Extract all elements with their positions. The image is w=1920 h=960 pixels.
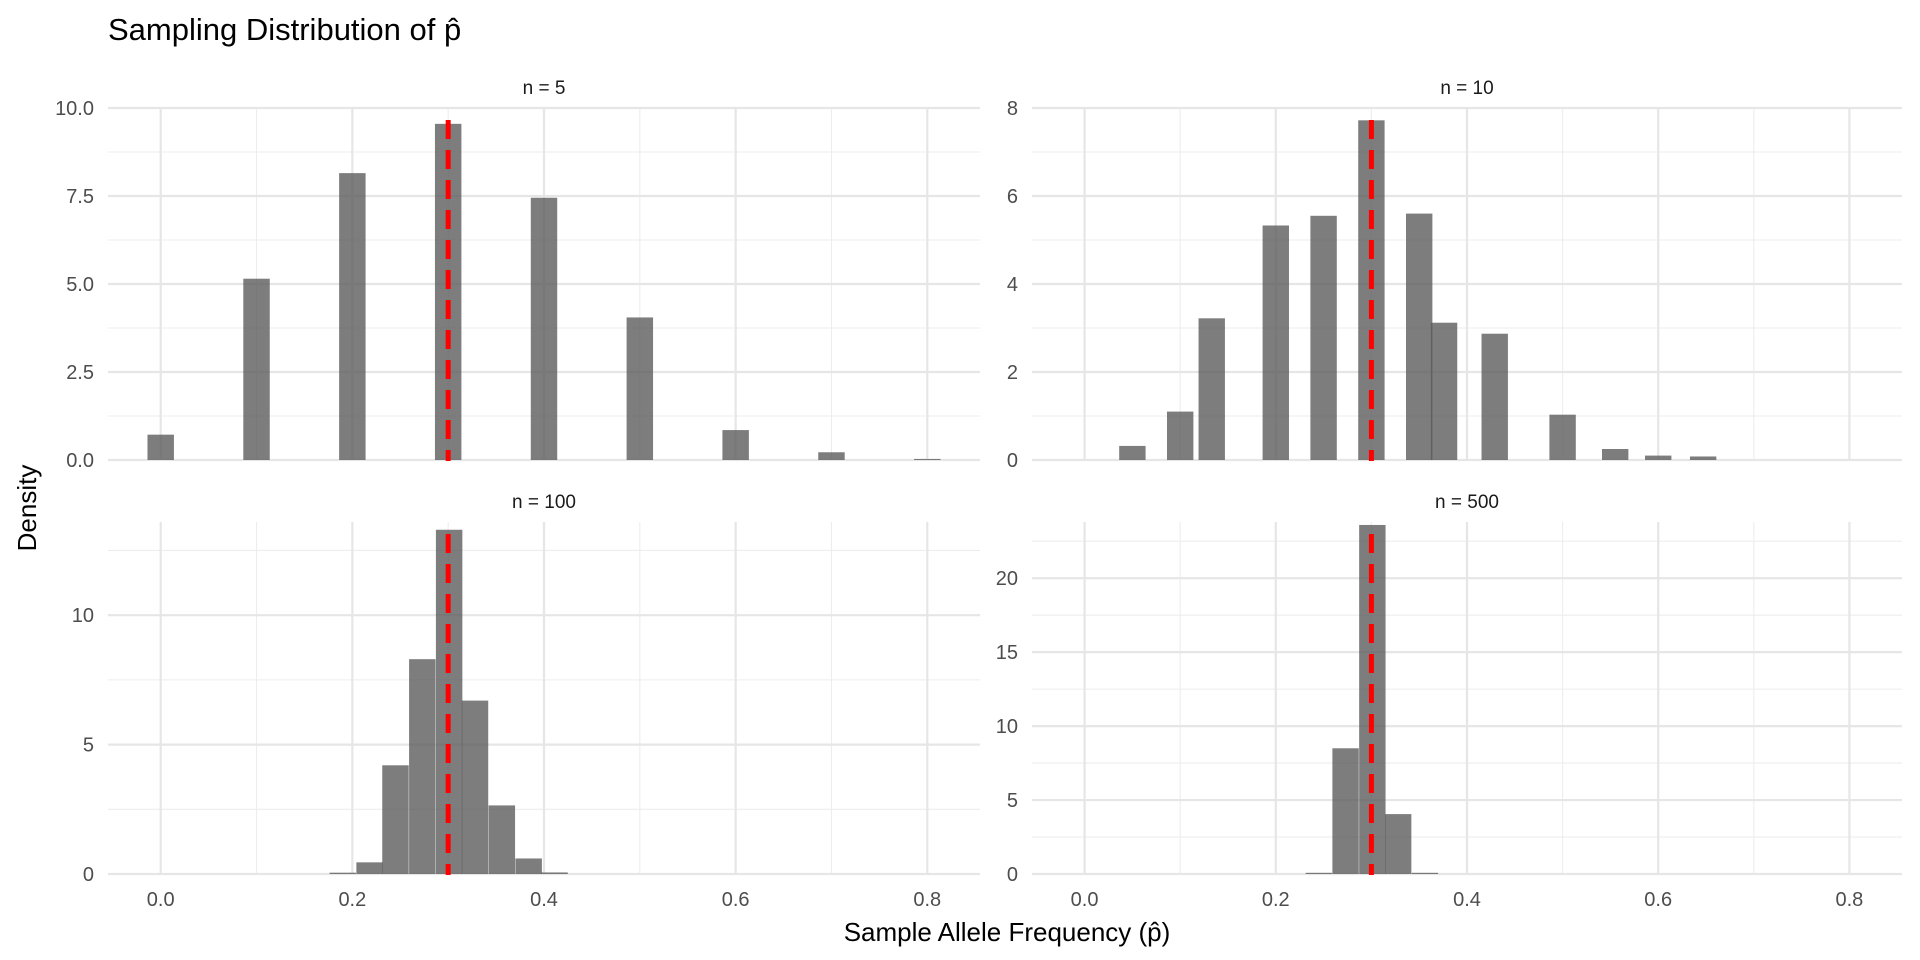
histogram-bar: [434, 123, 462, 460]
x-tick-label: 0.6: [722, 889, 750, 911]
facet-strip-label: n = 5: [523, 78, 566, 99]
histogram-bar: [488, 805, 516, 874]
histogram-bar: [914, 458, 941, 460]
x-tick-label: 0.8: [1836, 889, 1864, 911]
histogram-bar: [1384, 814, 1412, 874]
x-tick-label: 0.0: [147, 889, 175, 911]
chart-title: Sampling Distribution of p̂: [108, 12, 461, 47]
y-tick-label: 10: [996, 716, 1018, 738]
histogram-bar: [147, 434, 174, 460]
y-tick-label: 4: [1007, 274, 1018, 296]
x-tick-label: 0.6: [1644, 889, 1672, 911]
facet-panel: n = 10 0 2 4 6 8: [1007, 78, 1902, 472]
histogram-bar: [382, 765, 409, 874]
histogram-bar: [1406, 213, 1433, 460]
histogram-bar: [356, 862, 383, 874]
histogram-bar: [818, 452, 845, 460]
histogram-bar: [515, 858, 542, 874]
histogram-bar: [530, 197, 558, 460]
facet-strip-label: n = 10: [1440, 78, 1493, 99]
y-tick-label: 15: [996, 642, 1018, 664]
x-tick-label: 0.2: [1262, 889, 1290, 911]
y-tick-label: 0: [83, 864, 94, 886]
y-tick-label: 8: [1007, 98, 1018, 120]
y-tick-label: 0: [1007, 864, 1018, 886]
facet-panel: n = 500 0 5 10 15 20 0.0 0.2 0.4 0.6 0.8: [996, 492, 1902, 911]
y-tick-label: 5: [1007, 790, 1018, 812]
histogram-bar: [1481, 333, 1508, 460]
histogram-bar: [409, 659, 436, 874]
x-tick-label: 0.8: [913, 889, 941, 911]
histogram-bar: [1645, 455, 1672, 460]
x-tick-label: 0.0: [1071, 889, 1099, 911]
y-tick-label: 2: [1007, 362, 1018, 384]
y-tick-label: 5.0: [66, 274, 94, 296]
facet-panel: n = 100 0 5 10 0.0 0.2 0.4 0.6 0.8: [72, 492, 980, 911]
x-axis-title: Sample Allele Frequency (p̂): [844, 917, 1171, 947]
facet-strip-label: n = 100: [512, 492, 576, 513]
histogram-bar: [243, 278, 270, 460]
y-tick-label: 2.5: [66, 362, 94, 384]
histogram-bar: [1119, 445, 1146, 460]
histogram-bar: [541, 872, 568, 874]
histogram-bar: [1689, 456, 1717, 460]
y-tick-label: 10.0: [55, 98, 94, 120]
x-tick-label: 0.2: [338, 889, 366, 911]
histogram-bar: [1198, 318, 1225, 460]
y-tick-label: 0.0: [66, 450, 94, 472]
y-tick-label: 10: [72, 605, 94, 627]
x-tick-label: 0.4: [530, 889, 558, 911]
histogram-bar: [1262, 225, 1289, 460]
histogram-bar: [339, 173, 366, 460]
y-tick-label: 20: [996, 568, 1018, 590]
histogram-bar: [722, 430, 749, 460]
histogram-bar: [1166, 411, 1194, 460]
histogram-bar: [1601, 449, 1629, 460]
y-axis-title: Density: [12, 465, 42, 552]
facet-strip-label: n = 500: [1435, 492, 1499, 513]
histogram-bar: [1549, 414, 1576, 460]
y-tick-label: 7.5: [66, 186, 94, 208]
histogram-bar: [626, 317, 654, 460]
histogram-bar: [1358, 120, 1385, 460]
facet-panel: n = 5 0.0 2.5 5.0 7.5 10.0: [55, 78, 980, 472]
y-tick-label: 0: [1007, 450, 1018, 472]
histogram-bar: [1430, 322, 1458, 460]
histogram-bar: [1411, 872, 1439, 874]
y-tick-label: 6: [1007, 186, 1018, 208]
y-tick-label: 5: [83, 735, 94, 757]
histogram-bar: [1310, 215, 1337, 460]
histogram-bar: [1332, 748, 1359, 874]
histogram-bar: [329, 872, 356, 874]
x-tick-label: 0.4: [1453, 889, 1481, 911]
histogram-bar: [1305, 872, 1333, 874]
histogram-bar: [461, 700, 489, 874]
